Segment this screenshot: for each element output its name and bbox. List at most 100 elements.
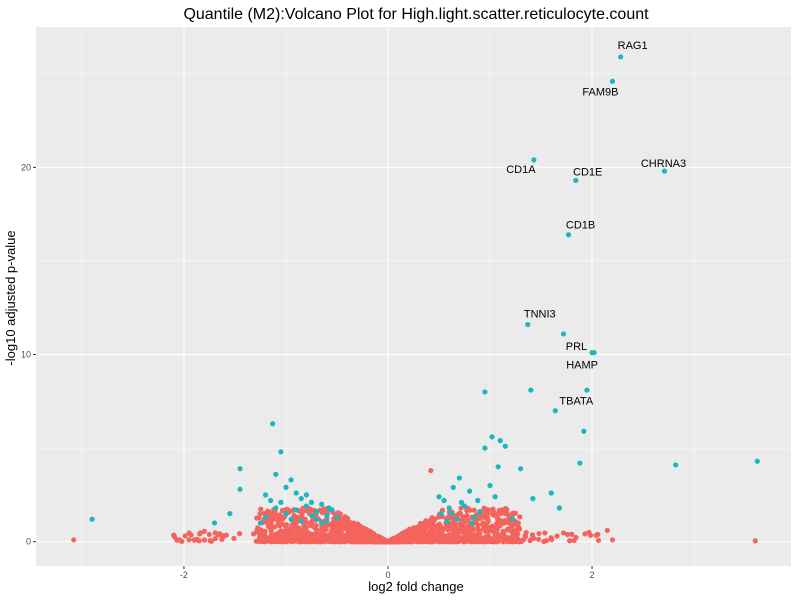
- data-point-not-significant: [197, 531, 203, 537]
- data-point-not-significant: [548, 536, 554, 542]
- point-label: TBATA: [559, 396, 593, 408]
- data-point-not-significant: [586, 529, 592, 535]
- data-point-significant: [298, 518, 304, 524]
- data-point-not-significant: [334, 538, 340, 544]
- data-point-not-significant: [448, 539, 454, 545]
- data-point-not-significant: [413, 531, 419, 537]
- data-point-significant: [308, 499, 315, 505]
- data-point-not-significant: [303, 531, 309, 537]
- data-point-labeled: [560, 331, 567, 337]
- data-point-significant: [528, 387, 534, 393]
- data-point-not-significant: [500, 538, 507, 545]
- data-point-significant: [492, 494, 498, 500]
- data-point-not-significant: [573, 534, 579, 541]
- data-point-significant: [283, 510, 289, 517]
- data-point-significant: [548, 490, 554, 496]
- data-point-not-significant: [427, 528, 434, 534]
- data-point-not-significant: [196, 538, 202, 544]
- data-point-not-significant: [444, 522, 450, 528]
- data-point-not-significant: [267, 537, 273, 543]
- data-point-not-significant: [536, 536, 542, 542]
- data-point-not-significant: [517, 537, 523, 543]
- data-point-not-significant: [372, 538, 378, 545]
- data-point-significant: [326, 505, 332, 511]
- grid-lines: [36, 27, 791, 566]
- data-point-labeled: [661, 168, 668, 174]
- data-point-not-significant: [543, 537, 550, 544]
- non-significant-points: [71, 467, 758, 545]
- data-point-significant: [278, 449, 284, 455]
- data-point-not-significant: [459, 525, 465, 531]
- chart-title: Quantile (M2):Volcano Plot for High.ligh…: [183, 6, 649, 23]
- data-point-not-significant: [609, 537, 616, 543]
- data-point-not-significant: [236, 530, 243, 537]
- data-point-not-significant: [349, 537, 355, 543]
- data-point-not-significant: [513, 533, 519, 539]
- data-point-significant: [441, 497, 447, 504]
- data-point-not-significant: [182, 533, 188, 539]
- data-point-not-significant: [353, 528, 359, 535]
- data-point-not-significant: [191, 537, 197, 543]
- data-point-not-significant: [386, 539, 392, 545]
- data-point-not-significant: [536, 530, 542, 537]
- data-point-not-significant: [401, 538, 407, 544]
- data-point-significant: [334, 514, 340, 520]
- data-point-not-significant: [510, 510, 516, 516]
- data-point-significant: [268, 497, 274, 504]
- data-point-not-significant: [302, 539, 308, 545]
- data-point-not-significant: [517, 514, 523, 520]
- data-point-significant: [482, 389, 488, 395]
- data-point-significant: [262, 492, 269, 498]
- data-point-not-significant: [442, 538, 448, 544]
- data-point-not-significant: [201, 537, 208, 543]
- data-point-not-significant: [287, 536, 293, 542]
- data-point-not-significant: [480, 520, 486, 526]
- y-axis-title: -log10 adjusted p-value: [3, 230, 18, 365]
- data-point-not-significant: [752, 538, 758, 544]
- data-point-not-significant: [284, 528, 290, 534]
- data-point-significant: [502, 443, 508, 449]
- data-point-not-significant: [460, 514, 466, 520]
- data-point-not-significant: [567, 538, 573, 544]
- data-point-significant: [448, 510, 454, 517]
- data-point-not-significant: [569, 531, 575, 537]
- data-point-significant: [288, 477, 294, 483]
- data-point-not-significant: [512, 520, 519, 526]
- point-label: CD1B: [566, 220, 595, 232]
- data-point-significant: [319, 501, 325, 507]
- data-point-labeled: [573, 177, 579, 184]
- data-point-significant: [303, 503, 309, 509]
- data-point-significant: [489, 434, 495, 440]
- point-label: FAM9B: [582, 86, 618, 98]
- data-point-not-significant: [467, 507, 473, 513]
- data-point-not-significant: [212, 530, 218, 536]
- data-point-not-significant: [186, 537, 192, 543]
- data-point-significant: [298, 496, 304, 502]
- data-point-significant: [444, 518, 450, 524]
- data-point-not-significant: [494, 526, 500, 532]
- data-point-not-significant: [564, 531, 571, 538]
- point-label: CD1A: [506, 164, 536, 176]
- data-point-not-significant: [311, 535, 318, 541]
- data-point-not-significant: [251, 531, 257, 537]
- data-point-not-significant: [280, 528, 286, 534]
- data-point-significant: [556, 505, 562, 511]
- data-point-labeled: [609, 78, 616, 84]
- data-point-not-significant: [582, 531, 588, 537]
- data-point-not-significant: [314, 527, 320, 533]
- data-point-not-significant: [457, 510, 463, 516]
- data-point-not-significant: [471, 507, 477, 513]
- data-point-not-significant: [171, 532, 177, 538]
- data-point-significant: [436, 494, 442, 500]
- data-point-not-significant: [340, 532, 346, 538]
- data-point-not-significant: [275, 520, 281, 526]
- y-tick-label: 0: [26, 537, 31, 547]
- data-point-not-significant: [405, 531, 411, 537]
- data-point-not-significant: [231, 535, 237, 542]
- point-label: CD1E: [573, 166, 602, 178]
- data-point-not-significant: [341, 536, 347, 542]
- data-point-not-significant: [368, 534, 374, 540]
- data-point-significant: [673, 462, 679, 468]
- data-point-not-significant: [426, 536, 432, 542]
